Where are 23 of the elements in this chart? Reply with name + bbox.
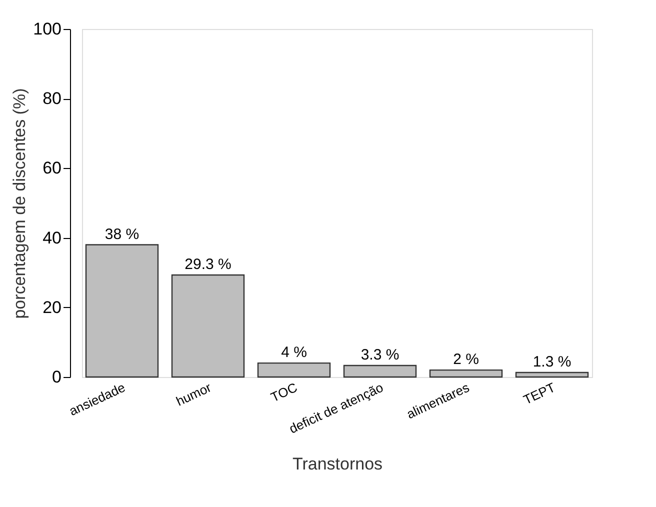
bar [515, 372, 589, 378]
bar [343, 364, 417, 378]
y-axis-title: porcentagem de discentes (%) [10, 88, 30, 319]
y-tick-label: 80 [42, 89, 62, 108]
data-label: 29.3 % [184, 256, 232, 274]
y-tick-label: 100 [33, 20, 62, 38]
y-tick-label: 0 [52, 368, 62, 386]
data-label: 4 % [281, 344, 307, 362]
data-label: 38 % [104, 226, 140, 243]
bar [429, 369, 503, 378]
x-tick-label: TEPT [521, 380, 558, 408]
data-label: 3.3 % [360, 346, 400, 364]
bar [257, 362, 331, 378]
x-tick-label: TOC [268, 380, 300, 405]
bar [85, 244, 159, 378]
y-tick-label: 20 [42, 298, 62, 317]
data-label: 2 % [453, 351, 479, 368]
y-tick-label: 60 [42, 158, 62, 178]
data-label: 1.3 % [532, 353, 572, 370]
x-tick-label: humor [174, 379, 214, 409]
x-axis-title: Transtornos [292, 454, 383, 474]
bar [171, 274, 245, 378]
y-tick-label: 40 [42, 228, 62, 248]
